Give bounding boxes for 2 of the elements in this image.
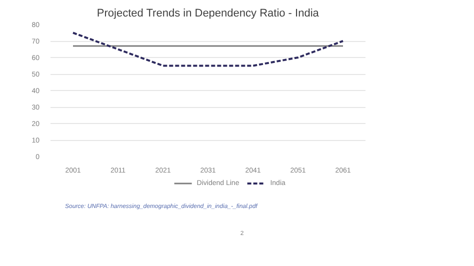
chart-title: Projected Trends in Dependency Ratio - India	[96, 8, 320, 20]
line-series	[72, 32, 344, 67]
